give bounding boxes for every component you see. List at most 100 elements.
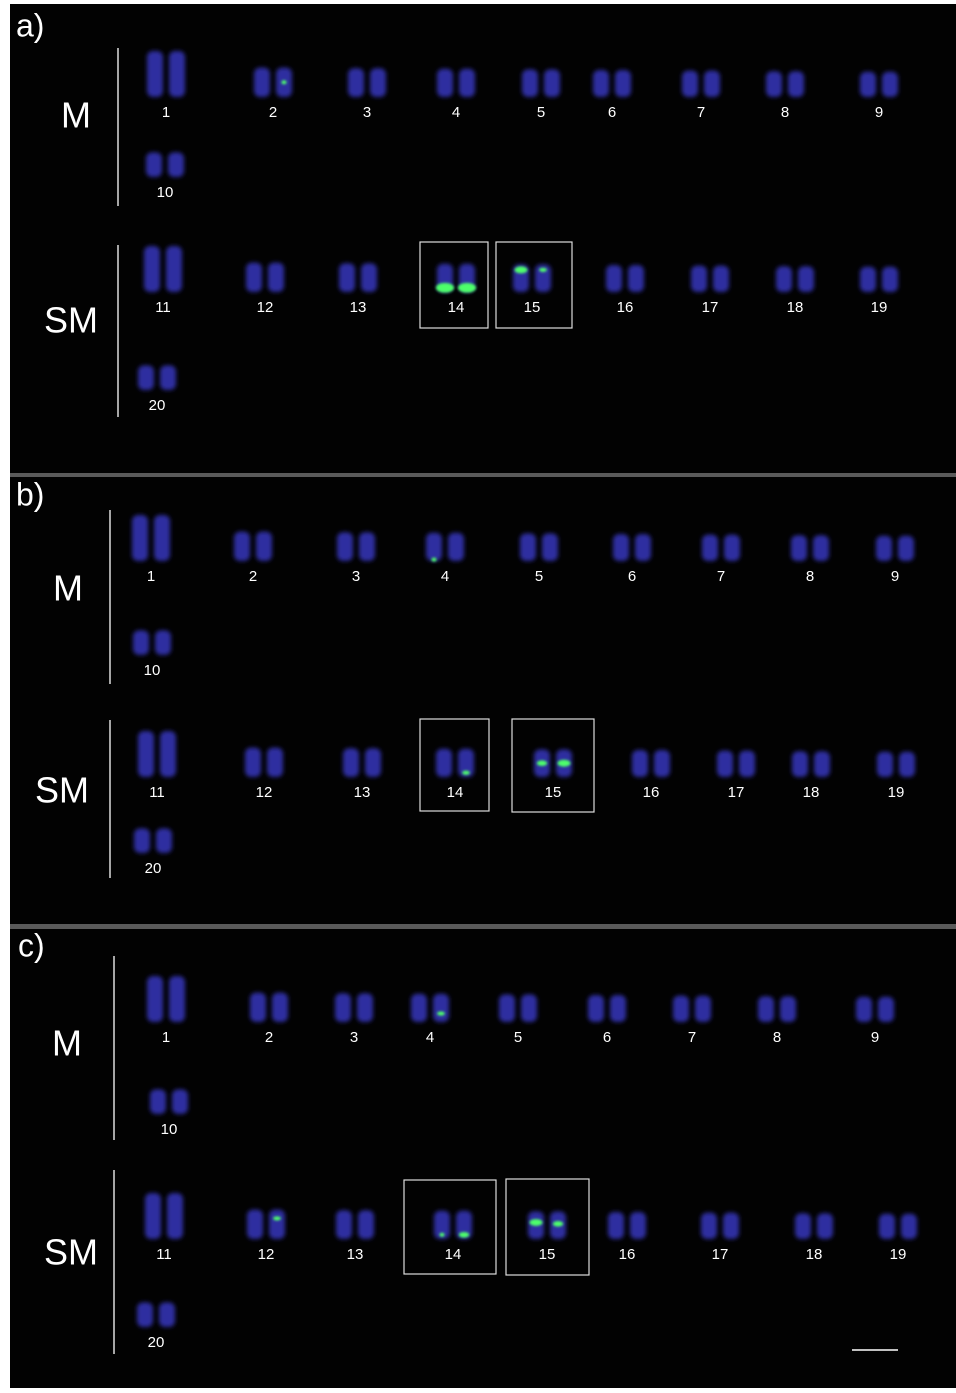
fish-signal	[459, 1232, 469, 1238]
chromosome	[632, 750, 648, 777]
chromosome	[635, 534, 651, 561]
chromosome-number: 17	[702, 299, 719, 316]
chromosome	[160, 365, 176, 390]
chromosome-number: 13	[347, 1246, 364, 1263]
chromosome-number: 2	[269, 104, 277, 121]
chromosome	[776, 266, 792, 292]
chromosome	[169, 976, 185, 1022]
chromosome	[359, 532, 375, 561]
chromosome	[268, 263, 284, 292]
chromosome-number: 7	[717, 568, 725, 585]
chromosome-number: 5	[535, 568, 543, 585]
separator	[10, 473, 956, 477]
chromosome-number: 7	[697, 104, 705, 121]
chromosome	[499, 994, 515, 1022]
chromosome-number: 4	[441, 568, 449, 585]
chromosome	[433, 994, 449, 1022]
chromosome	[520, 533, 536, 561]
fish-signal	[281, 80, 286, 84]
fish-signal	[462, 771, 470, 775]
chromosome	[522, 69, 538, 97]
chromosome-number: 13	[350, 299, 367, 316]
chromosome	[267, 748, 283, 777]
chromosome	[876, 536, 892, 561]
chromosome-number: 1	[162, 1029, 170, 1046]
chromosome	[717, 751, 733, 777]
fish-signal	[539, 268, 547, 272]
chromosome	[459, 69, 475, 97]
chromosome	[724, 535, 740, 561]
chromosome-number: 6	[603, 1029, 611, 1046]
chromosome	[145, 1193, 161, 1239]
chromosome-number: 8	[806, 568, 814, 585]
fish-signal	[439, 1233, 444, 1237]
chromosome-number: 3	[363, 104, 371, 121]
chromosome-number: 12	[258, 1246, 275, 1263]
chromosome-number: 18	[787, 299, 804, 316]
chromosome	[860, 267, 876, 292]
chromosome-number: 10	[144, 662, 161, 679]
chromosome	[144, 246, 160, 292]
chromosome	[791, 535, 807, 561]
chromosome	[168, 152, 184, 177]
chromosome	[882, 72, 898, 97]
chromosome-number: 12	[256, 784, 273, 801]
chromosome	[146, 152, 162, 177]
chromosome	[798, 266, 814, 292]
chromosome-number: 7	[688, 1029, 696, 1046]
fish-signal	[437, 1011, 445, 1015]
chromosome	[691, 266, 707, 292]
chromosome-number: 11	[155, 299, 171, 316]
chromosome-number: 6	[628, 568, 636, 585]
group-label: SM	[44, 1232, 98, 1273]
panel-label: a)	[16, 7, 44, 43]
chromosome	[792, 751, 808, 777]
chromosome	[370, 68, 386, 97]
chromosome-number: 14	[448, 299, 465, 316]
chromosome-number: 18	[803, 784, 820, 801]
chromosome	[901, 1214, 917, 1239]
chromosome	[272, 993, 288, 1022]
chromosome	[788, 71, 804, 97]
chromosome-number: 20	[145, 860, 162, 877]
chromosome-number: 14	[447, 784, 464, 801]
chromosome-number: 3	[352, 568, 360, 585]
chromosome	[154, 515, 170, 561]
chromosome	[156, 828, 172, 853]
chromosome	[813, 535, 829, 561]
chromosome	[246, 263, 262, 292]
chromosome	[588, 995, 604, 1022]
chromosome	[701, 1213, 717, 1239]
karyotype-figure: a)M12345678910SM11121314151617181920b)M1…	[0, 0, 956, 1388]
chromosome	[860, 72, 876, 97]
chromosome	[654, 750, 670, 777]
chromosome	[147, 51, 163, 97]
chromosome	[898, 536, 914, 561]
chromosome	[256, 532, 272, 561]
group-label: M	[53, 568, 83, 609]
chromosome	[357, 993, 373, 1022]
chromosome	[159, 1302, 175, 1327]
group-label: SM	[44, 300, 98, 341]
chromosome-number: 17	[712, 1246, 729, 1263]
chromosome	[358, 1210, 374, 1239]
chromosome	[682, 71, 698, 97]
chromosome	[702, 535, 718, 561]
chromosome	[704, 71, 720, 97]
chromosome-number: 12	[257, 299, 274, 316]
chromosome	[172, 1089, 188, 1114]
chromosome	[739, 751, 755, 777]
chromosome-number: 19	[890, 1246, 907, 1263]
chromosome	[155, 630, 171, 655]
chromosome-number: 1	[147, 568, 155, 585]
chromosome	[234, 532, 250, 561]
fish-signal	[436, 283, 454, 293]
chromosome-number: 9	[891, 568, 899, 585]
chromosome	[337, 532, 353, 561]
chromosome-number: 16	[617, 299, 634, 316]
chromosome	[817, 1213, 833, 1239]
chromosome	[247, 1210, 263, 1239]
chromosome	[147, 976, 163, 1022]
chromosome-number: 9	[875, 104, 883, 121]
chromosome-number: 11	[149, 784, 165, 801]
